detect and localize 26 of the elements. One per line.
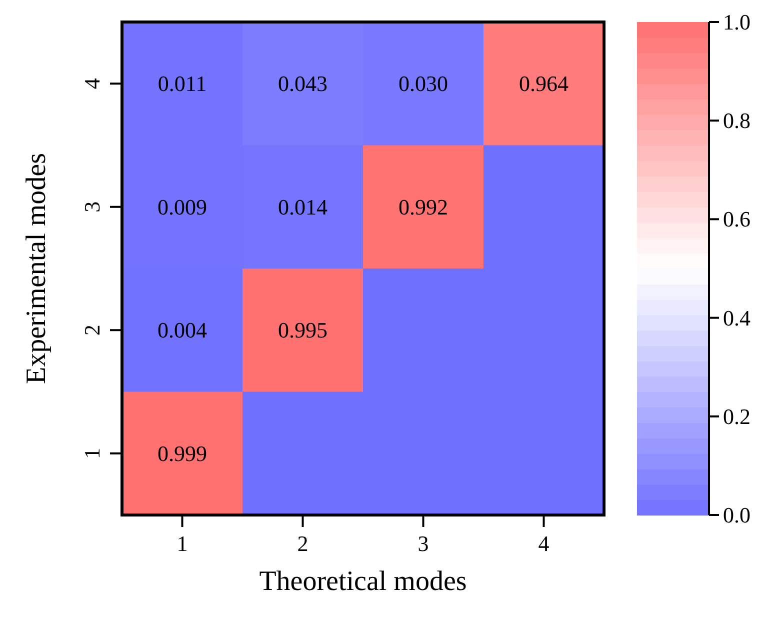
data-label: 0.004 (158, 318, 207, 343)
y-tick-label: 2 (80, 324, 104, 336)
y-tick-label: 3 (80, 201, 104, 212)
data-label: 0.964 (519, 71, 568, 96)
y-tick-label: 4 (80, 78, 104, 90)
color-bar-label: 0.6 (723, 206, 750, 232)
data-label: 0.011 (158, 71, 207, 96)
data-label: 0.043 (278, 71, 328, 96)
color-bar-label: 1.0 (723, 10, 750, 34)
data-label: 0.992 (398, 194, 448, 220)
color-bar-label: 0.0 (723, 502, 750, 528)
data-label: 0.999 (158, 440, 207, 466)
color-bar-label: 0.8 (723, 108, 750, 134)
y-tick-label: 1 (80, 448, 104, 459)
y-axis-title: Experimental modes (21, 153, 52, 384)
color-bar-label: 0.2 (723, 404, 750, 429)
x-tick-label: 4 (538, 531, 550, 556)
x-axis-title: Theoretical modes (259, 566, 467, 597)
x-tick-label: 2 (297, 531, 308, 556)
x-tick-label: 3 (418, 531, 429, 556)
x-tick-label: 1 (176, 531, 188, 556)
data-label: 0.030 (398, 71, 448, 96)
data-label: 0.014 (278, 194, 328, 220)
data-label: 0.995 (278, 318, 328, 343)
color-bar-label: 0.4 (723, 305, 750, 330)
data-label: 0.009 (158, 194, 207, 220)
